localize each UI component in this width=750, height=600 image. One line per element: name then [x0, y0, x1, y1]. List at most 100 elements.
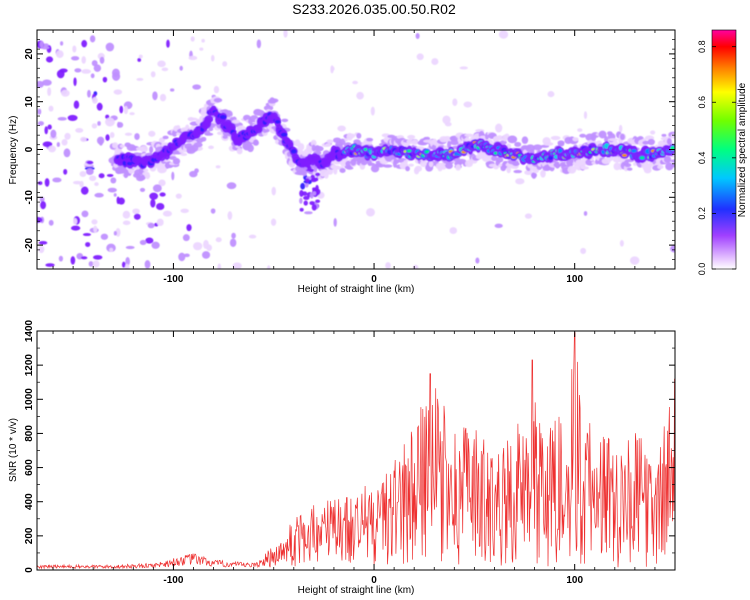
noise-blob [134, 133, 140, 140]
noise-blob [116, 196, 120, 205]
noise-blob [152, 184, 162, 193]
spectrogram-ytick-label: -10 [24, 190, 35, 205]
noise-blob [201, 38, 205, 43]
ridge-halo [339, 138, 346, 146]
branch-blob [303, 195, 310, 200]
ridge-core [280, 132, 288, 137]
noise-blob [215, 165, 221, 169]
noise-blob [159, 93, 167, 102]
noise-blob [94, 192, 104, 198]
noise-blob [385, 262, 391, 269]
noise-blob [475, 257, 480, 264]
ridge-halo [366, 137, 374, 142]
noise-blob [498, 30, 509, 39]
spectrogram-x-label: Height of straight line (km) [298, 284, 415, 295]
ridge-halo [157, 165, 167, 174]
noise-blob [102, 76, 108, 83]
snr-xtick-label: 0 [371, 575, 377, 586]
ridge-halo [532, 144, 543, 151]
snr-ytick-label: 1200 [24, 354, 35, 377]
ridge-halo [144, 174, 151, 178]
noise-blob [330, 66, 335, 71]
ridge-halo [356, 132, 362, 139]
branch-blob [312, 191, 317, 196]
noise-blob [147, 222, 155, 229]
ridge-halo [326, 139, 334, 144]
ridge-halo [269, 98, 279, 103]
ridge-halo [180, 152, 188, 157]
ridge-halo [231, 119, 241, 124]
noise-blob [267, 265, 271, 269]
ridge-hot [407, 149, 412, 153]
noise-blob [162, 210, 172, 217]
noise-blob [122, 210, 131, 219]
noise-blob [42, 79, 52, 86]
ridge-halo [185, 124, 190, 131]
ridge-peak [621, 153, 627, 157]
ridge-halo [281, 118, 289, 123]
noise-blob [93, 225, 98, 233]
ridge-halo [670, 159, 675, 163]
snr-xtick-label: 100 [566, 575, 583, 586]
branch-blob [315, 199, 321, 204]
noise-blob [90, 73, 95, 79]
ridge-halo [226, 112, 232, 118]
branch-blob [303, 200, 308, 206]
noise-blob [121, 261, 126, 268]
ridge-halo [383, 164, 393, 168]
noise-blob [452, 98, 458, 106]
spectrogram-ytick-label: 10 [24, 96, 35, 108]
noise-blob [416, 53, 424, 61]
ridge-halo [346, 166, 354, 170]
noise-blob [366, 207, 375, 217]
noise-blob [60, 41, 64, 46]
noise-blob [577, 128, 583, 132]
ridge-halo [657, 165, 664, 170]
noise-blob [71, 56, 80, 61]
noise-blob [161, 67, 169, 72]
colorbar-tick-label: 0.8 [697, 40, 707, 53]
ridge-halo [314, 145, 324, 152]
ridge-halo [407, 134, 416, 140]
branch-blob [300, 182, 306, 190]
ridge-halo [405, 166, 410, 172]
snr-ytick-label: 1000 [24, 388, 35, 411]
ridge-halo [557, 141, 565, 147]
snr-ytick-label: 0 [24, 567, 35, 573]
ridge-halo [307, 145, 313, 153]
noise-blob [92, 255, 103, 260]
ridge-halo [162, 135, 169, 140]
noise-blob [151, 241, 160, 249]
snr-ytick-label: 400 [24, 493, 35, 510]
noise-blob [39, 40, 44, 49]
noise-blob [63, 148, 71, 158]
noise-blob [124, 132, 133, 136]
noise-blob [123, 105, 129, 115]
ridge-core [631, 149, 637, 153]
ridge-halo [604, 136, 609, 143]
ridge-halo [143, 168, 149, 172]
noise-blob [61, 89, 70, 97]
noise-blob [370, 106, 375, 116]
noise-blob [81, 39, 88, 48]
spectrogram-y-label: Frequency (Hz) [8, 116, 19, 185]
noise-blob [136, 77, 144, 81]
ridge-halo [247, 144, 254, 153]
noise-blob [271, 186, 276, 196]
noise-blob [74, 68, 82, 73]
ridge-halo [512, 161, 520, 166]
ridge-halo [514, 141, 522, 147]
noise-blob [98, 173, 105, 179]
noise-blob [82, 233, 92, 237]
noise-blob [133, 213, 141, 220]
ridge-halo [347, 133, 356, 139]
colorbar: 0.0 0.2 0.4 0.6 0.8 Normalized spectral ampl… [697, 29, 748, 275]
noise-blob [38, 240, 48, 245]
noise-blob [44, 178, 50, 187]
noise-blob [113, 89, 123, 95]
noise-blob [248, 234, 257, 239]
ridge-halo [543, 142, 554, 146]
